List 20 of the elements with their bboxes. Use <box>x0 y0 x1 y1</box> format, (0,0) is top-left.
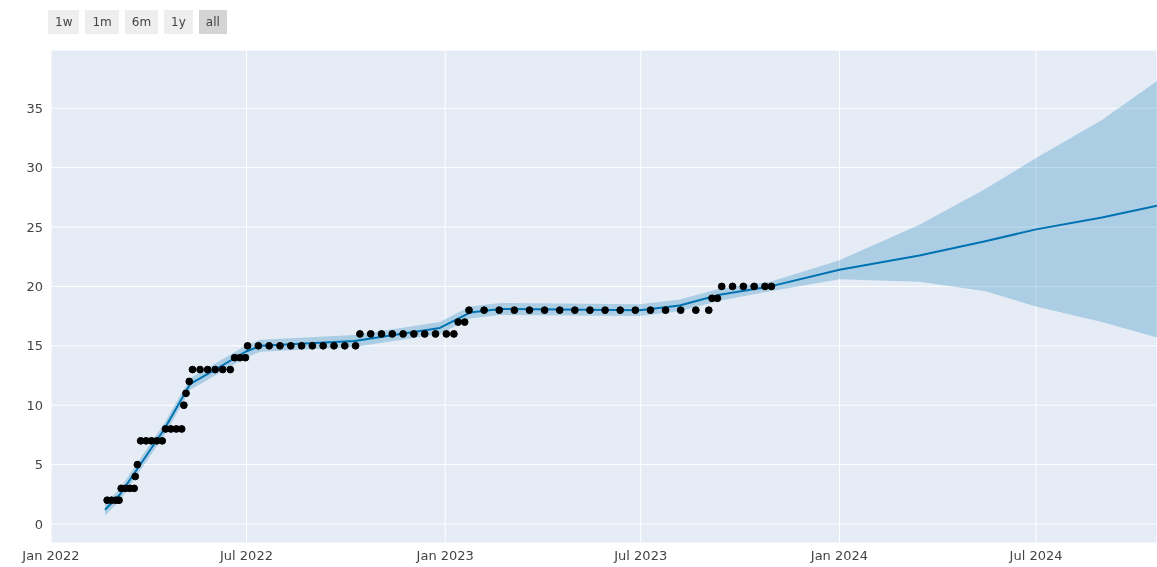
text: 1m <box>85 10 119 34</box>
x-tick-label: Jan 2022 <box>21 548 80 564</box>
y-tick-label: 10 <box>26 397 43 413</box>
x-tick-label: Jan 2024 <box>809 548 869 564</box>
x-tick-label: Jan 2023 <box>415 548 474 564</box>
y-tick-label: 25 <box>26 219 43 235</box>
x-tick-label: Jul 2022 <box>219 548 273 564</box>
y-tick-label: 5 <box>34 457 43 473</box>
text: 1y <box>164 10 193 34</box>
y-tick-label: 30 <box>26 160 43 176</box>
line-series <box>104 204 1157 511</box>
y-tick-label: 35 <box>26 100 43 116</box>
x-tick-label: Jul 2024 <box>1008 548 1063 564</box>
y-tick-label: 20 <box>26 279 43 295</box>
y-tick-label: 0 <box>34 516 43 532</box>
text: 1w <box>48 10 80 34</box>
text: 6m <box>124 10 159 34</box>
x-tick-label: Jul 2023 <box>613 548 668 564</box>
y-tick-label: 15 <box>26 338 43 354</box>
text: all <box>198 10 227 34</box>
